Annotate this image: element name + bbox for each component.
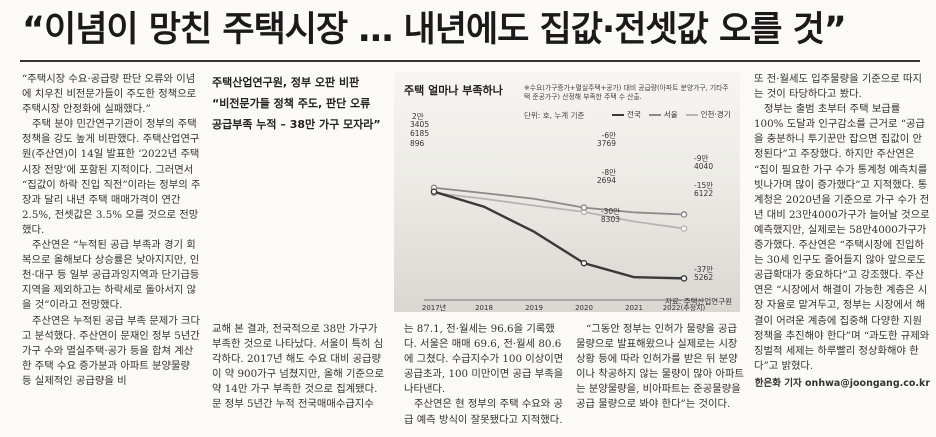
data-label: -9만 <box>694 154 708 163</box>
paragraph: “그동안 정부는 인허가 물량을 공급 물량으로 발표해왔으나 실제로는 시장 … <box>576 323 744 411</box>
paragraph: 주산연은 “누적된 공급 부족과 경기 회복으로 올해보다 상승률은 낮아지지만… <box>22 239 200 312</box>
data-point <box>680 225 688 232</box>
legend-item-seoul: 서울 <box>648 109 678 120</box>
data-point <box>580 259 588 267</box>
x-tick-label: 2022(추정치) <box>663 303 706 312</box>
data-point <box>680 211 688 218</box>
chart-unit: 단위: 호, 누계 기준 <box>524 111 585 120</box>
legend-label: 인천·경기 <box>700 110 731 119</box>
data-label: 5262 <box>694 273 713 282</box>
data-label: 4040 <box>694 162 713 171</box>
paragraph: “주택시장 수요·공급량 판단 오류와 이념에 치우친 비전문가들이 주도한 정… <box>22 73 197 116</box>
data-label: 2만 <box>412 112 424 121</box>
byline: 한은화 기자 onhwa@joongang.co.kr <box>754 377 930 389</box>
series-line-0 <box>433 190 685 280</box>
headline-rule <box>20 60 920 62</box>
data-label: -6만 <box>602 131 616 140</box>
article-column-4: “그동안 정부는 인허가 물량을 공급 물량으로 발표해왔으나 실제로는 시장 … <box>576 322 744 413</box>
data-point <box>430 188 438 195</box>
legend-swatch <box>612 113 624 116</box>
subheadline-line: “비전문가들 정책 주도, 판단 오류 <box>212 97 371 110</box>
data-label: 6122 <box>694 189 713 198</box>
data-label: 3405 <box>410 120 429 129</box>
data-label: -15만 <box>694 181 713 190</box>
subheadline: 주택산업연구원, 정부 오판 비판 “비전문가들 정책 주도, 판단 오류 공급… <box>212 72 384 135</box>
article-column-1: “주택시장 수요·공급량 판단 오류와 이념에 치우친 비전문가들이 주도한 정… <box>22 72 202 389</box>
subheadline-line: 공급부족 누적 – 38만 가구 모자라” <box>212 118 381 131</box>
data-label: -8만 <box>602 168 616 177</box>
x-tick-label: 2020 <box>575 304 593 312</box>
data-label: -30만 <box>601 207 620 216</box>
chart-source: 자료: 주택산업연구원 <box>664 297 732 306</box>
paragraph: 또 전·월세도 입주물량을 기준으로 따지는 것이 타당하다고 봤다. <box>754 73 922 101</box>
data-point <box>580 204 588 211</box>
x-tick-label: 2019 <box>525 304 543 312</box>
subheadline-line: 주택산업연구원, 정부 오판 비판 <box>212 76 360 89</box>
chart-note: ※수요(가구증가+멸실주택+공가) 대비 공급량(아파트 분양가구, 기타주택 … <box>524 84 729 101</box>
paragraph: 주택 분야 민간연구기관이 정부의 주택정책을 강도 높게 비판했다. 주택산업… <box>22 118 201 236</box>
x-tick-label: 2021 <box>625 304 643 312</box>
housing-shortage-chart: 2017년 2018 2019 2020 2021 2022(추정치) 2만 3405 6185… <box>394 72 740 312</box>
series-line-1 <box>433 186 685 216</box>
data-point <box>680 275 688 282</box>
x-tick-label: 2017년 <box>422 303 446 312</box>
data-label: 896 <box>410 139 425 148</box>
data-label: 3769 <box>597 139 616 148</box>
legend-item-national: 전국 <box>612 109 641 120</box>
data-label: 6185 <box>410 129 429 138</box>
paragraph: 정부는 출범 초부터 주택 보급률 100% 도달과 인구감소를 근거로 “공급… <box>754 103 930 372</box>
x-tick-label: 2018 <box>475 304 493 312</box>
data-label: 2694 <box>597 176 616 185</box>
legend-swatch <box>685 113 698 116</box>
paragraph: 교해 본 결과, 전국적으로 38만 가구가 부족한 것으로 나타났다. 서울이… <box>212 323 384 411</box>
headline: “이념이 망친 주택시장 … 내년에도 집값·전셋값 오를 것” <box>22 10 847 50</box>
paragraph: 주산연은 누적된 공급 부족 문제가 크다고 분석했다. 주산연이 문재인 정부… <box>22 314 200 387</box>
paragraph: 는 87.1, 전·월세는 96.6을 기록했다. 서울은 매매 69.6, 전… <box>404 323 564 396</box>
chart-svg: 2017년 2018 2019 2020 2021 2022(추정치) 2만34056185… <box>410 112 713 312</box>
legend-label: 전국 <box>627 110 641 119</box>
chart-legend: 전국 서울 인천·경기 <box>612 109 731 120</box>
article-column-2: 교해 본 결과, 전국적으로 38만 가구가 부족한 것으로 나타났다. 서울이… <box>212 322 384 413</box>
data-label: -37만 <box>694 265 713 274</box>
chart-title: 주택 얼마나 부족하나 <box>404 84 503 97</box>
article-column-5: 또 전·월세도 입주물량을 기준으로 따지는 것이 타당하다고 봤다. 정부는 … <box>754 72 930 391</box>
legend-swatch <box>648 113 661 116</box>
data-label: 8303 <box>601 215 620 224</box>
paragraph: 주산연은 현 정부의 주택 수요와 공급 예측 방식이 잘못됐다고 지적했다. <box>404 398 563 426</box>
legend-label: 서울 <box>663 110 678 119</box>
article-column-3: 는 87.1, 전·월세는 96.6을 기록했다. 서울은 매매 69.6, 전… <box>404 322 564 428</box>
series-line-2 <box>433 191 685 230</box>
legend-item-incheon: 인천·경기 <box>685 109 731 120</box>
